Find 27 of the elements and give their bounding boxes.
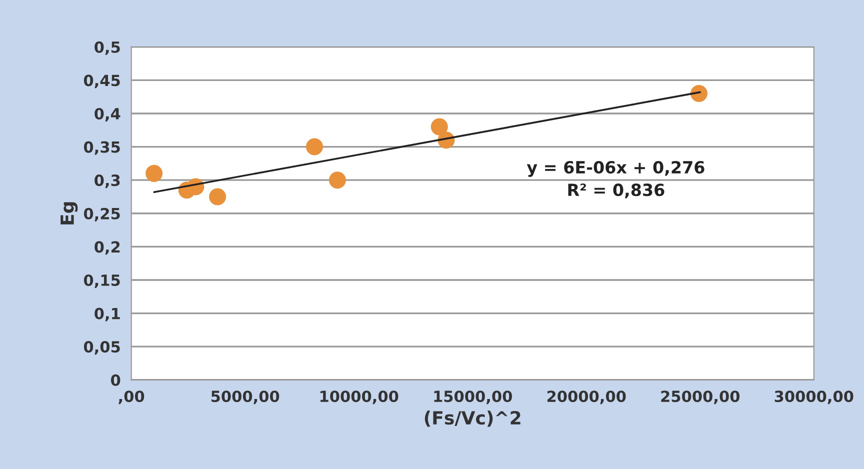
x-tick-label: ,00	[118, 390, 144, 404]
y-tick-label: 0,3	[94, 174, 120, 188]
point	[328, 172, 346, 189]
y-tick-label: 0,2	[94, 241, 120, 255]
annotation: y = 6E-06x + 0,276 R² = 0,836	[526, 160, 704, 198]
y-tick-label: 0,15	[84, 274, 120, 288]
y-tick-label: 0,35	[84, 141, 120, 155]
y-tick-label: 0,5	[94, 41, 120, 55]
y-tick-label: 0,05	[84, 341, 120, 355]
x-tick-label: 10000,00	[320, 390, 398, 404]
x-tick-label: 5000,00	[211, 390, 280, 404]
point	[209, 188, 226, 206]
point	[430, 118, 448, 136]
y-tick-label: 0,1	[94, 308, 120, 322]
y-tick-label: 0,4	[94, 108, 120, 122]
y-axis-title: Eg	[60, 202, 78, 224]
x-axis-title: (Fs/Vc)^2	[424, 410, 520, 427]
y-tick-label: 0	[111, 374, 120, 386]
x-tick-label: 15000,00	[434, 390, 512, 404]
point	[146, 164, 163, 182]
x-tick-label: 25000,00	[661, 390, 740, 404]
point	[690, 85, 708, 102]
x-tick-label: 30000,00	[774, 390, 854, 404]
point	[306, 138, 323, 156]
y-tick-label: 0,45	[84, 74, 120, 88]
x-tick-label: 20000,00	[547, 390, 626, 404]
y-tick-label: 0,25	[84, 208, 120, 222]
